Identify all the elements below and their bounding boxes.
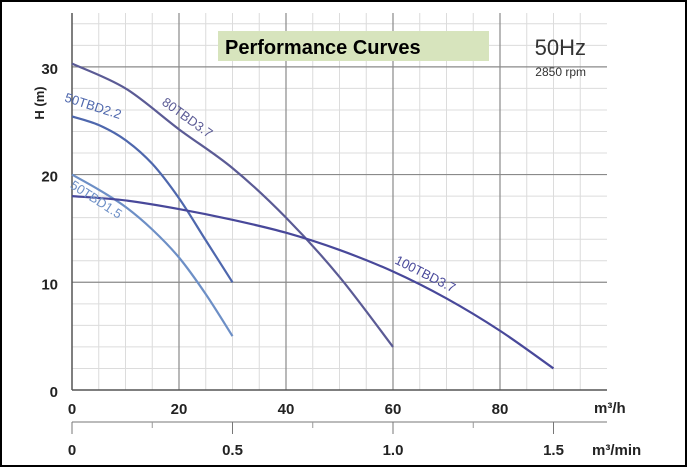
y-tick-label: 10 <box>41 276 58 293</box>
x-tick-label: 20 <box>171 401 188 418</box>
x-tick-label: 0 <box>68 401 76 418</box>
x-axis-unit: m³/h <box>594 400 626 417</box>
series-line <box>71 195 555 370</box>
x2-axis-unit: m³/min <box>592 442 641 459</box>
x2-tick-label: 1.0 <box>383 442 404 459</box>
x2-tick-label: 0 <box>68 442 76 459</box>
x-tick-label: 40 <box>278 401 295 418</box>
grid <box>72 13 607 390</box>
y-tick-label: 20 <box>41 169 58 186</box>
series-line <box>71 173 234 337</box>
series-layer <box>71 62 555 370</box>
y-tick-label: 30 <box>41 61 58 78</box>
x-tick-label: 60 <box>385 401 402 418</box>
series-line <box>71 115 234 283</box>
x-tick-label: 80 <box>492 401 509 418</box>
y-axis-label: H (m) <box>32 86 47 119</box>
title-box <box>218 31 489 61</box>
speed-label: 2850 rpm <box>535 65 586 79</box>
axes: 0 10 20 30 0 20 40 60 80 0 0.5 1.0 1.5 <box>41 13 607 459</box>
y-tick-label: 0 <box>50 384 58 401</box>
x2-tick-label: 1.5 <box>543 442 564 459</box>
series-line <box>71 62 394 348</box>
x2-tick-label: 0.5 <box>222 442 243 459</box>
frequency-label: 50Hz <box>535 35 586 60</box>
chart-title: Performance Curves <box>225 37 421 59</box>
